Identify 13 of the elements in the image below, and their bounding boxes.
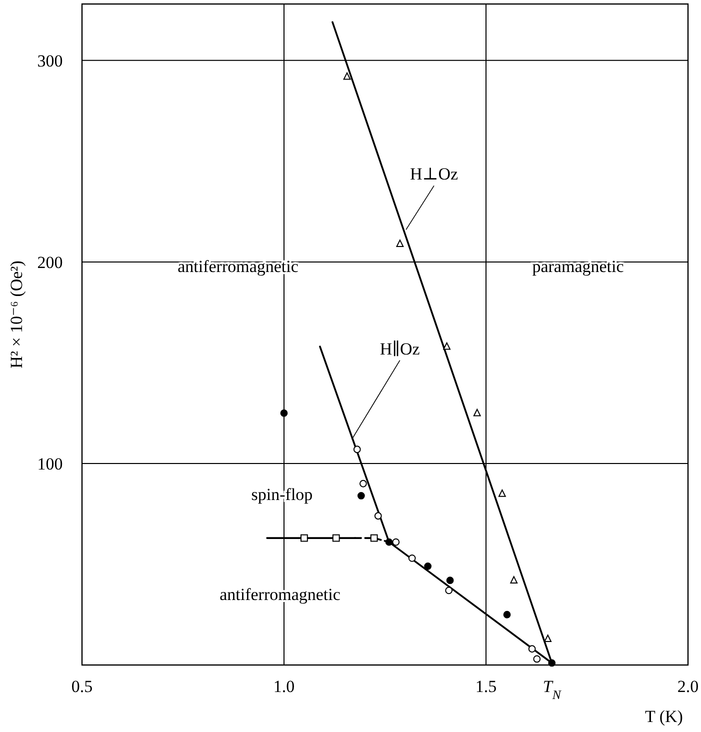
annotation: H∥Oz [380, 339, 420, 358]
x-tick-label: 2.0 [677, 677, 699, 696]
y-axis-title: H² × 10⁻⁶ (Oe²) [7, 260, 26, 368]
y-tick-label: 200 [37, 252, 63, 272]
x-tick-label: 1.5 [475, 677, 497, 696]
x-axis-title: T (K) [645, 707, 683, 726]
annotation: paramagnetic [532, 257, 624, 276]
y-tick-label: 300 [37, 51, 63, 70]
annotation: T$_{N}$ [542, 677, 562, 702]
x-tick-label: 0.5 [71, 677, 93, 696]
x-tick-label: 1.0 [273, 677, 295, 696]
annotation: H⊥Oz [410, 164, 458, 184]
y-tick-label: 100 [37, 454, 63, 474]
